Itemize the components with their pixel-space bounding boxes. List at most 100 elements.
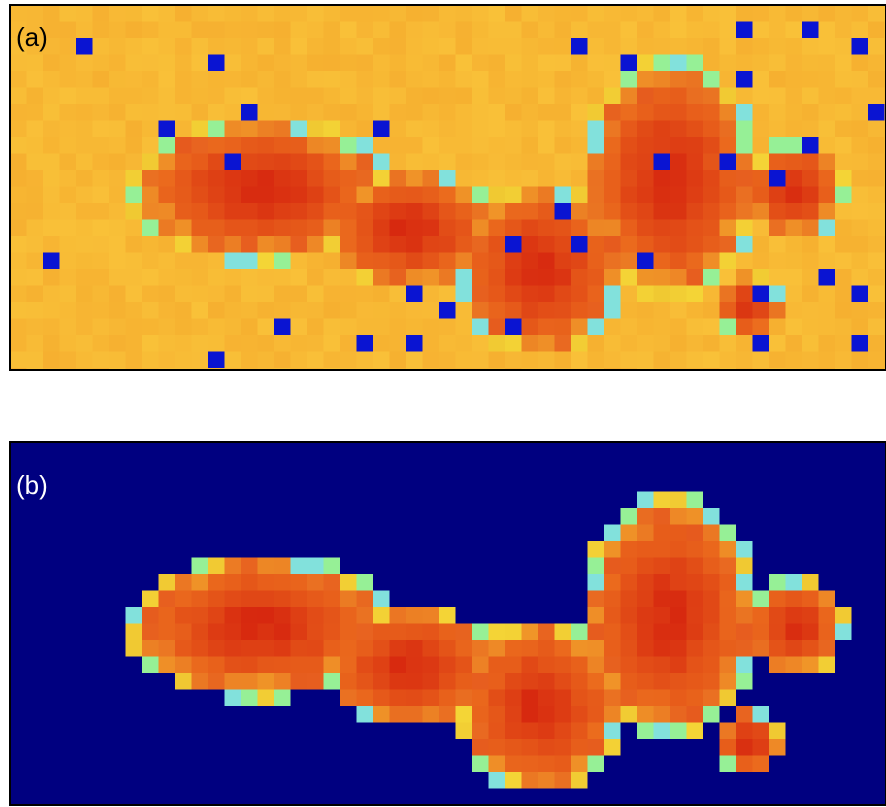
pixel [76,525,93,542]
pixel [555,137,572,154]
pixel [769,302,786,319]
pixel [538,22,555,39]
pixel [637,673,654,690]
pixel [835,690,852,707]
pixel [522,541,539,558]
pixel [159,723,176,740]
pixel [687,673,704,690]
pixel [621,121,638,138]
pixel [27,335,44,352]
pixel [736,5,753,22]
pixel [604,154,621,171]
pixel [835,88,852,105]
pixel [687,253,704,270]
pixel [786,756,803,773]
pixel [522,607,539,624]
pixel [126,475,143,492]
pixel [373,71,390,88]
pixel [109,673,126,690]
pixel [390,55,407,72]
pixel [505,335,522,352]
pixel [571,302,588,319]
pixel [126,88,143,105]
pixel [406,591,423,608]
pixel [390,71,407,88]
pixel [489,739,506,756]
pixel [208,624,225,641]
pixel [43,723,60,740]
pixel [390,607,407,624]
pixel [852,508,869,525]
pixel [522,459,539,476]
pixel [43,319,60,336]
pixel [753,525,770,542]
pixel [159,269,176,286]
pixel [538,154,555,171]
pixel [786,574,803,591]
pixel [868,508,885,525]
pixel [439,541,456,558]
pixel [192,319,209,336]
pixel [505,187,522,204]
pixel [109,154,126,171]
pixel [258,442,275,459]
pixel [802,55,819,72]
pixel [703,335,720,352]
pixel [621,220,638,237]
pixel [175,673,192,690]
pixel [868,104,885,121]
pixel [109,756,126,773]
pixel [373,203,390,220]
pixel [175,38,192,55]
pixel [852,104,869,121]
pixel [225,368,242,369]
pixel [423,624,440,641]
pixel [753,170,770,187]
pixel [687,624,704,641]
pixel [703,442,720,459]
pixel [10,71,27,88]
pixel [192,789,209,806]
pixel [225,22,242,39]
pixel [604,104,621,121]
pixel [720,541,737,558]
pixel [720,508,737,525]
pixel [291,286,308,303]
pixel [208,574,225,591]
pixel [852,673,869,690]
pixel [736,789,753,806]
pixel [637,756,654,773]
pixel [819,541,836,558]
pixel [225,442,242,459]
pixel [588,5,605,22]
pixel [753,442,770,459]
pixel [142,236,159,253]
pixel [819,5,836,22]
pixel [241,220,258,237]
pixel [126,154,143,171]
pixel [852,170,869,187]
pixel [126,203,143,220]
pixel [489,253,506,270]
pixel [60,772,77,789]
pixel [439,558,456,575]
pixel [307,286,324,303]
pixel [786,137,803,154]
pixel [637,88,654,105]
pixel [324,88,341,105]
pixel [621,624,638,641]
pixel [258,772,275,789]
pixel [423,170,440,187]
pixel [555,525,572,542]
pixel [307,302,324,319]
pixel [835,38,852,55]
pixel [555,673,572,690]
pixel [93,475,110,492]
pixel [571,723,588,740]
pixel [307,88,324,105]
pixel [159,640,176,657]
pixel [687,154,704,171]
pixel [852,236,869,253]
pixel [538,88,555,105]
pixel [456,5,473,22]
